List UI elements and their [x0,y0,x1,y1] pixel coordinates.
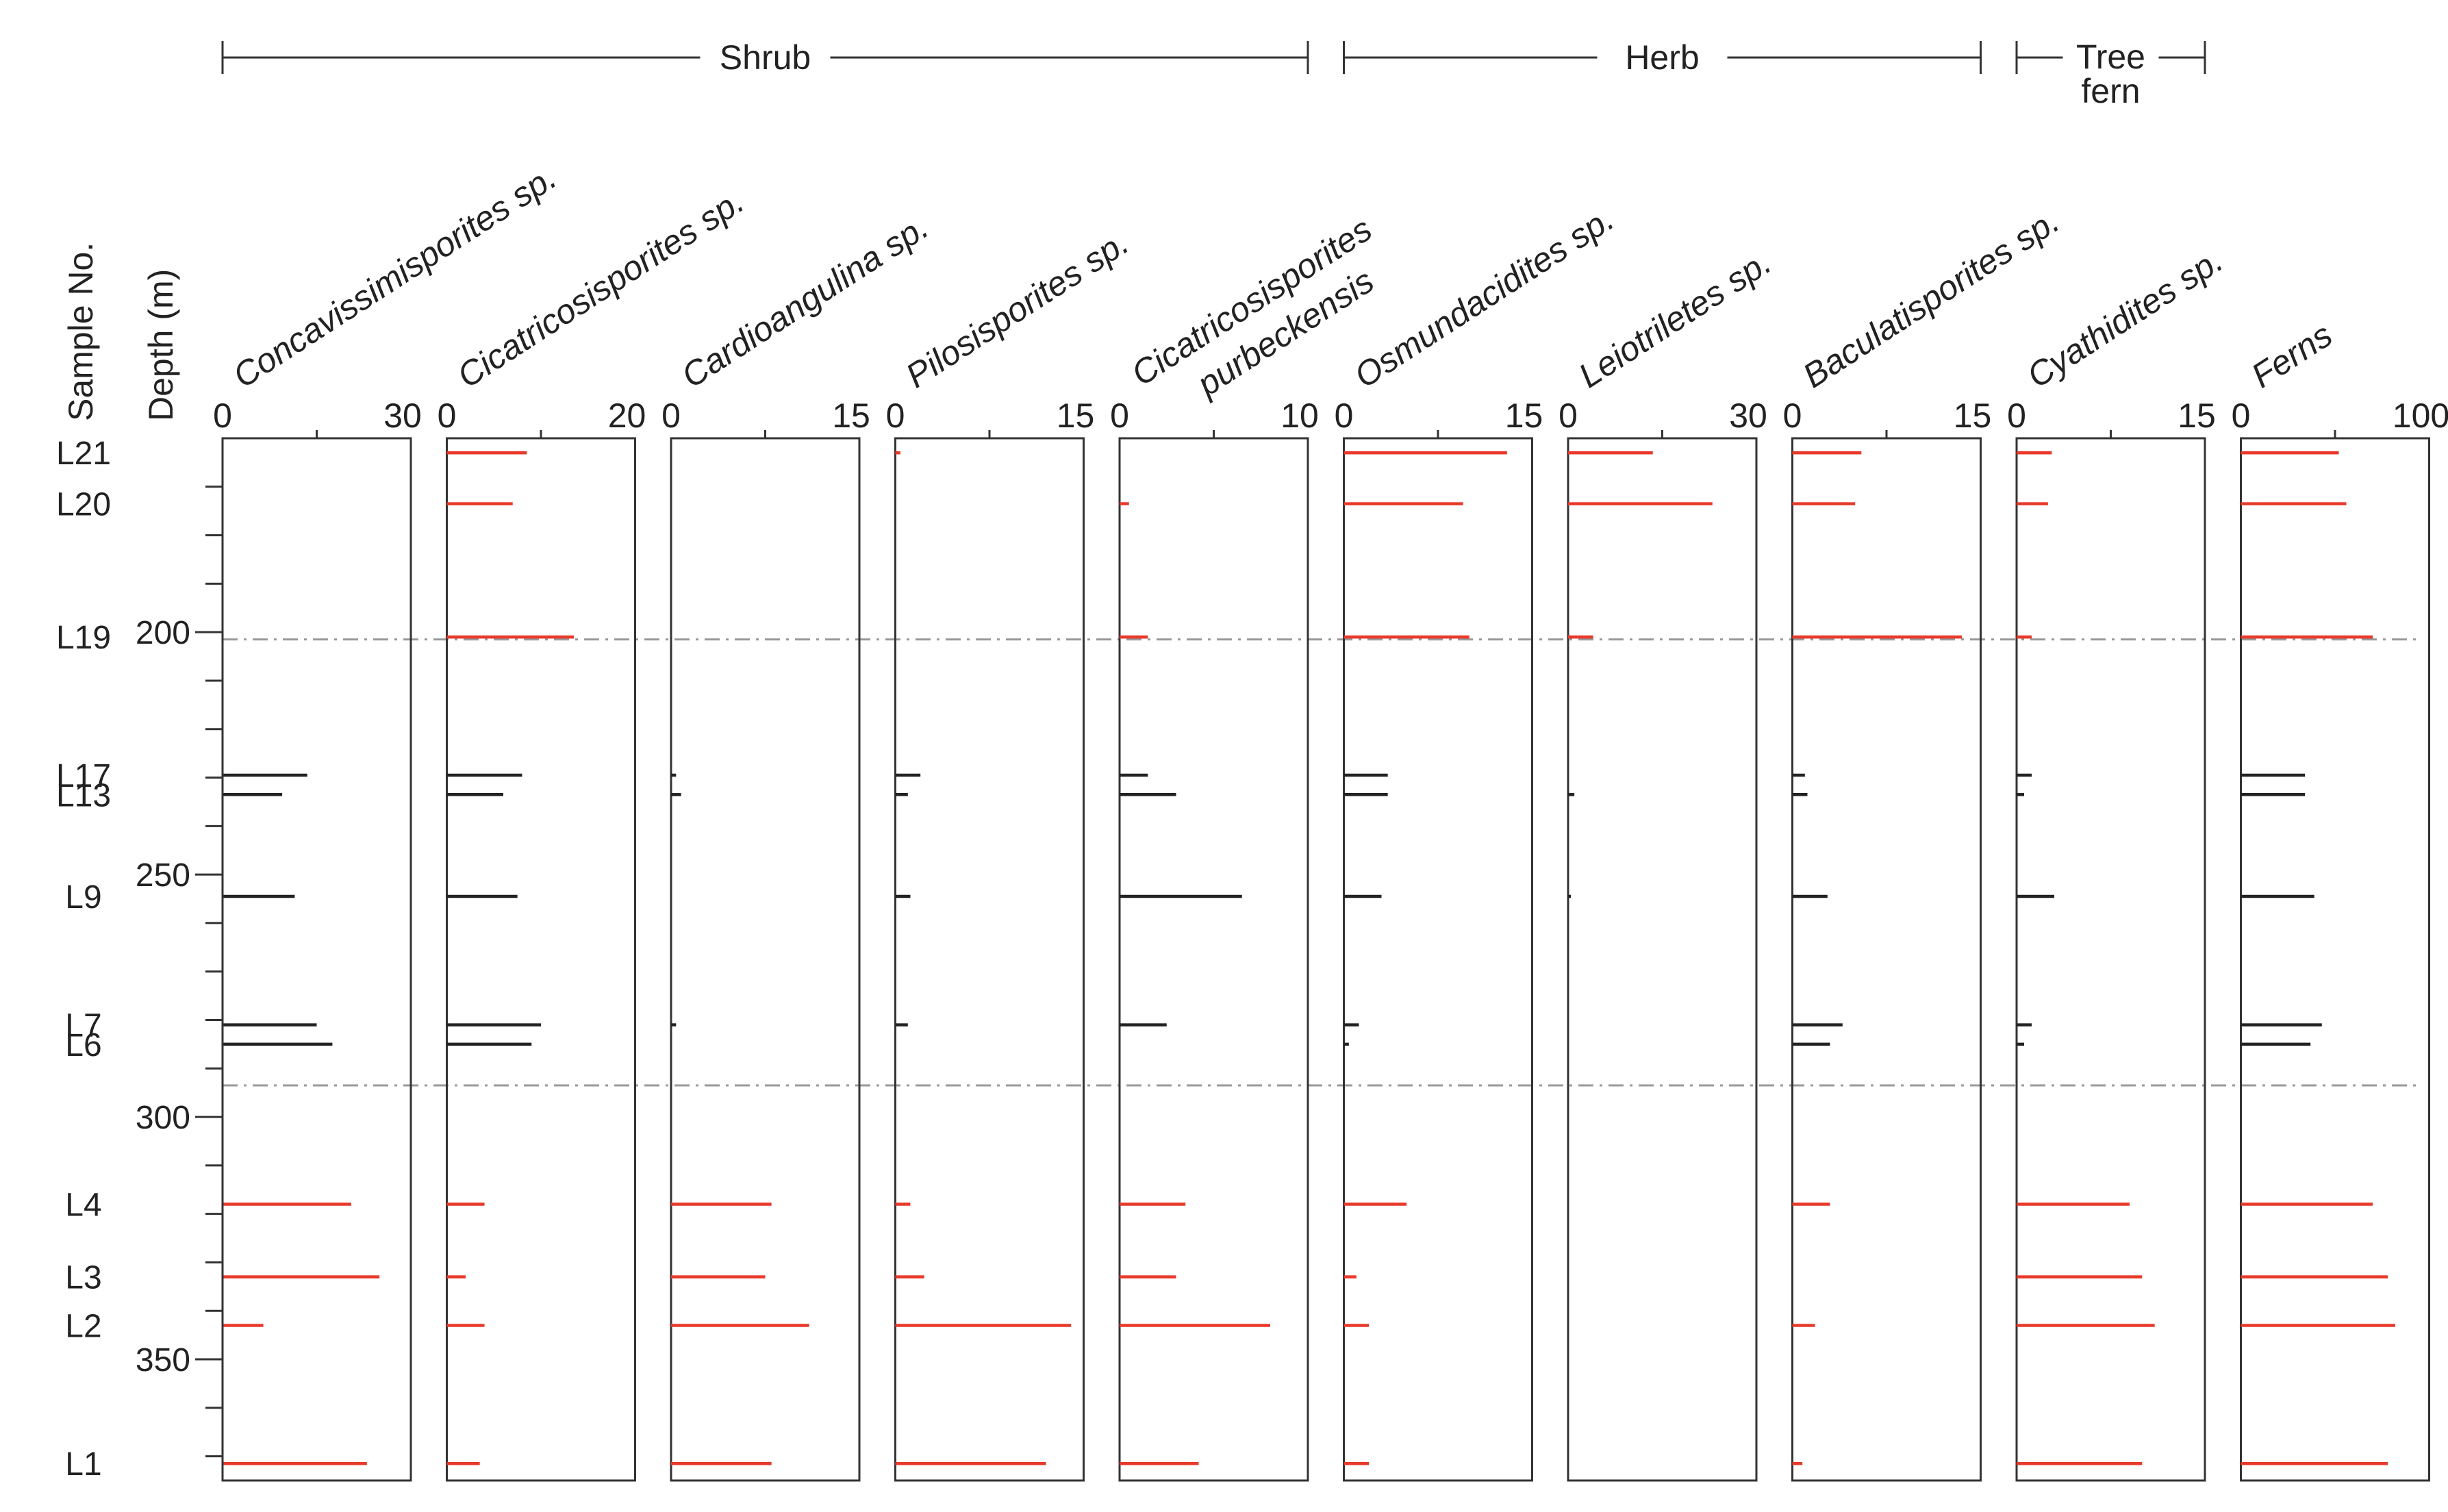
sample-label-l13: L13 [56,777,111,814]
panel-leiotriletes-sp: 0 30 [1559,396,1767,1482]
x-tick-label-min: 0 [1110,396,1129,435]
x-tick-label-min: 0 [2007,396,2026,435]
depth-axis: 200 250 300 350 [136,438,224,1480]
taxon-panels: 0 30 0 20 0 15 0 15 0 10 0 15 0 30 0 15 0 15 0 100 [213,396,2448,1482]
boundary-lines [223,638,2421,1087]
panel-frame [1343,437,1533,1482]
x-tick-label-max: 15 [1057,396,1095,435]
x-tick-label-max: 15 [1505,396,1543,435]
x-tick-label-min: 0 [661,396,681,435]
x-tick-label-min: 0 [886,396,905,435]
sample-label-l21: L21 [56,436,111,472]
x-tick-label-max: 15 [1954,396,1992,435]
x-tick-label-max: 15 [832,396,870,435]
panel-cicatricosisporites-purbeckensis: 0 10 [1110,396,1319,1482]
depth-tick-label-300: 300 [136,1100,190,1136]
sample-label-l2: L2 [65,1308,101,1344]
panel-cyathidites-sp: 0 15 [2007,396,2216,1482]
sample-label-l20: L20 [56,487,111,523]
sample-label-l17: L17 [56,758,111,794]
group-label: Herb [1625,38,1699,77]
sample-label-l4: L4 [65,1187,101,1223]
panel-pilosisporites-sp: 0 15 [886,396,1095,1482]
depth-tick-label-350: 350 [136,1342,190,1378]
panel-cicatricosisporites-sp: 0 20 [438,396,646,1482]
sample-label-l19: L19 [56,620,111,656]
x-tick-label-max: 100 [2393,396,2448,435]
depth-tick-label-250: 250 [136,857,190,894]
x-tick-label-max: 15 [2178,396,2216,435]
sample-label-l1: L1 [65,1446,101,1483]
group-label-line2: fern [2081,72,2140,110]
sample-no-label: Sample No. [62,242,100,421]
x-tick-label-max: 20 [608,396,646,435]
x-tick-label-max: 30 [1729,396,1767,435]
header-leiotriletes-sp: Leiotriletes sp. [1572,243,1778,396]
x-tick-label-min: 0 [438,396,457,435]
group-herb: Herb [1343,38,1982,77]
panel-concavissimisporites-sp: 0 30 [213,396,422,1482]
panel-ferns: 0 100 [2232,396,2448,1482]
header-ferns: Ferns [2245,316,2339,396]
group-shrub: Shrub [221,38,1309,77]
x-tick-label-max: 10 [1280,396,1319,435]
sample-label-l9: L9 [65,879,101,916]
panel-cardioangulina-sp: 0 15 [661,396,870,1482]
sample-label-l7: L7 [65,1008,101,1044]
depth-axis-label: Depth (m) [142,269,180,421]
x-tick-label-min: 0 [1783,396,1802,435]
header-cyathidites-sp: Cyathidites sp. [2020,241,2230,396]
depth-tick-label-200: 200 [136,615,190,651]
taxon-headers: Concavissimisporites sp.Cicatricosispori… [226,158,2338,405]
x-tick-label-min: 0 [1559,396,1578,435]
panel-osmundacidites-sp: 0 15 [1335,396,1543,1482]
group-label-line1: Tree [2076,38,2145,76]
x-tick-label-min: 0 [2232,396,2251,435]
panel-baculatisporites-sp: 0 15 [1783,396,1992,1482]
x-tick-label-max: 30 [383,396,422,435]
x-tick-label-min: 0 [1335,396,1354,435]
panel-frame [1567,437,1758,1482]
sample-label-l3: L3 [65,1260,101,1296]
header-pilosisporites-sp: Pilosisporites sp. [899,223,1135,395]
x-tick-label-min: 0 [213,396,232,435]
sample-label-l6: L6 [65,1027,101,1063]
group-label: Shrub [720,38,811,77]
panel-frame [1791,437,1982,1482]
